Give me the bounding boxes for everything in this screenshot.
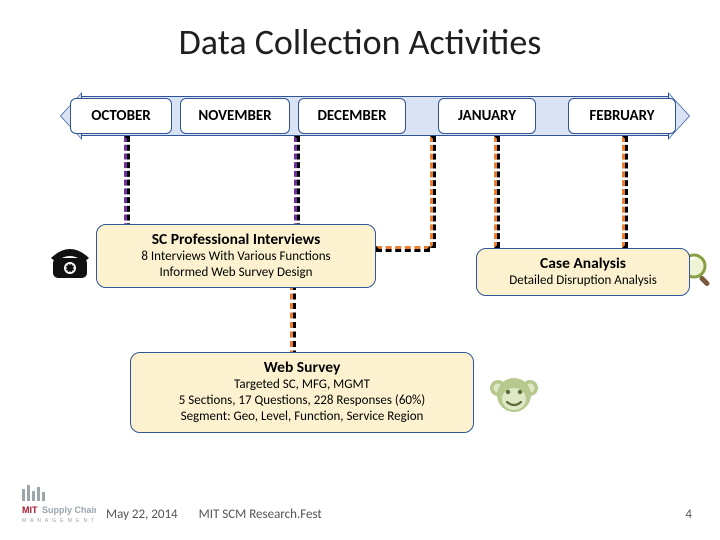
interviews-title: SC Professional Interviews: [107, 231, 365, 249]
svg-text:MIT: MIT: [22, 505, 38, 515]
svg-text:M A N A G E M E N T: M A N A G E M E N T: [22, 518, 96, 523]
month-december: DECEMBER: [298, 98, 406, 134]
connector-orange-v: [430, 136, 436, 248]
month-february: FEBRUARY: [568, 98, 676, 134]
connector-orange-v3: [622, 136, 628, 248]
connector-orange-h: [376, 246, 430, 252]
footer-date: May 22, 2014: [106, 507, 178, 522]
month-january: JANUARY: [438, 98, 536, 134]
interviews-sub: 8 Interviews With Various FunctionsInfor…: [107, 249, 365, 282]
month-october: OCTOBER: [70, 98, 172, 134]
page-number: 4: [685, 507, 692, 522]
survey-sub: Targeted SC, MFG, MGMT5 Sections, 17 Que…: [141, 377, 463, 426]
case-title: Case Analysis: [487, 255, 679, 273]
footer: May 22, 2014 MIT SCM Research.Fest: [106, 507, 340, 522]
interviews-box: SC Professional Interviews 8 Interviews …: [96, 224, 376, 288]
survey-title: Web Survey: [141, 359, 463, 377]
connector-purple1: [124, 136, 130, 238]
monkey-icon: [486, 368, 542, 423]
page-title: Data Collection Activities: [0, 20, 720, 64]
svg-text:Supply Chain: Supply Chain: [42, 505, 96, 515]
phone-icon: [48, 244, 92, 287]
connector-purple2: [294, 136, 300, 238]
footer-event: MIT SCM Research.Fest: [199, 507, 322, 522]
connector-orange-v2: [494, 136, 500, 248]
case-analysis-box: Case Analysis Detailed Disruption Analys…: [476, 248, 690, 296]
case-sub: Detailed Disruption Analysis: [487, 273, 679, 289]
month-november: NOVEMBER: [180, 98, 290, 134]
mit-scm-logo: MIT Supply Chain M A N A G E M E N T: [22, 483, 96, 528]
web-survey-box: Web Survey Targeted SC, MFG, MGMT5 Secti…: [130, 352, 474, 433]
